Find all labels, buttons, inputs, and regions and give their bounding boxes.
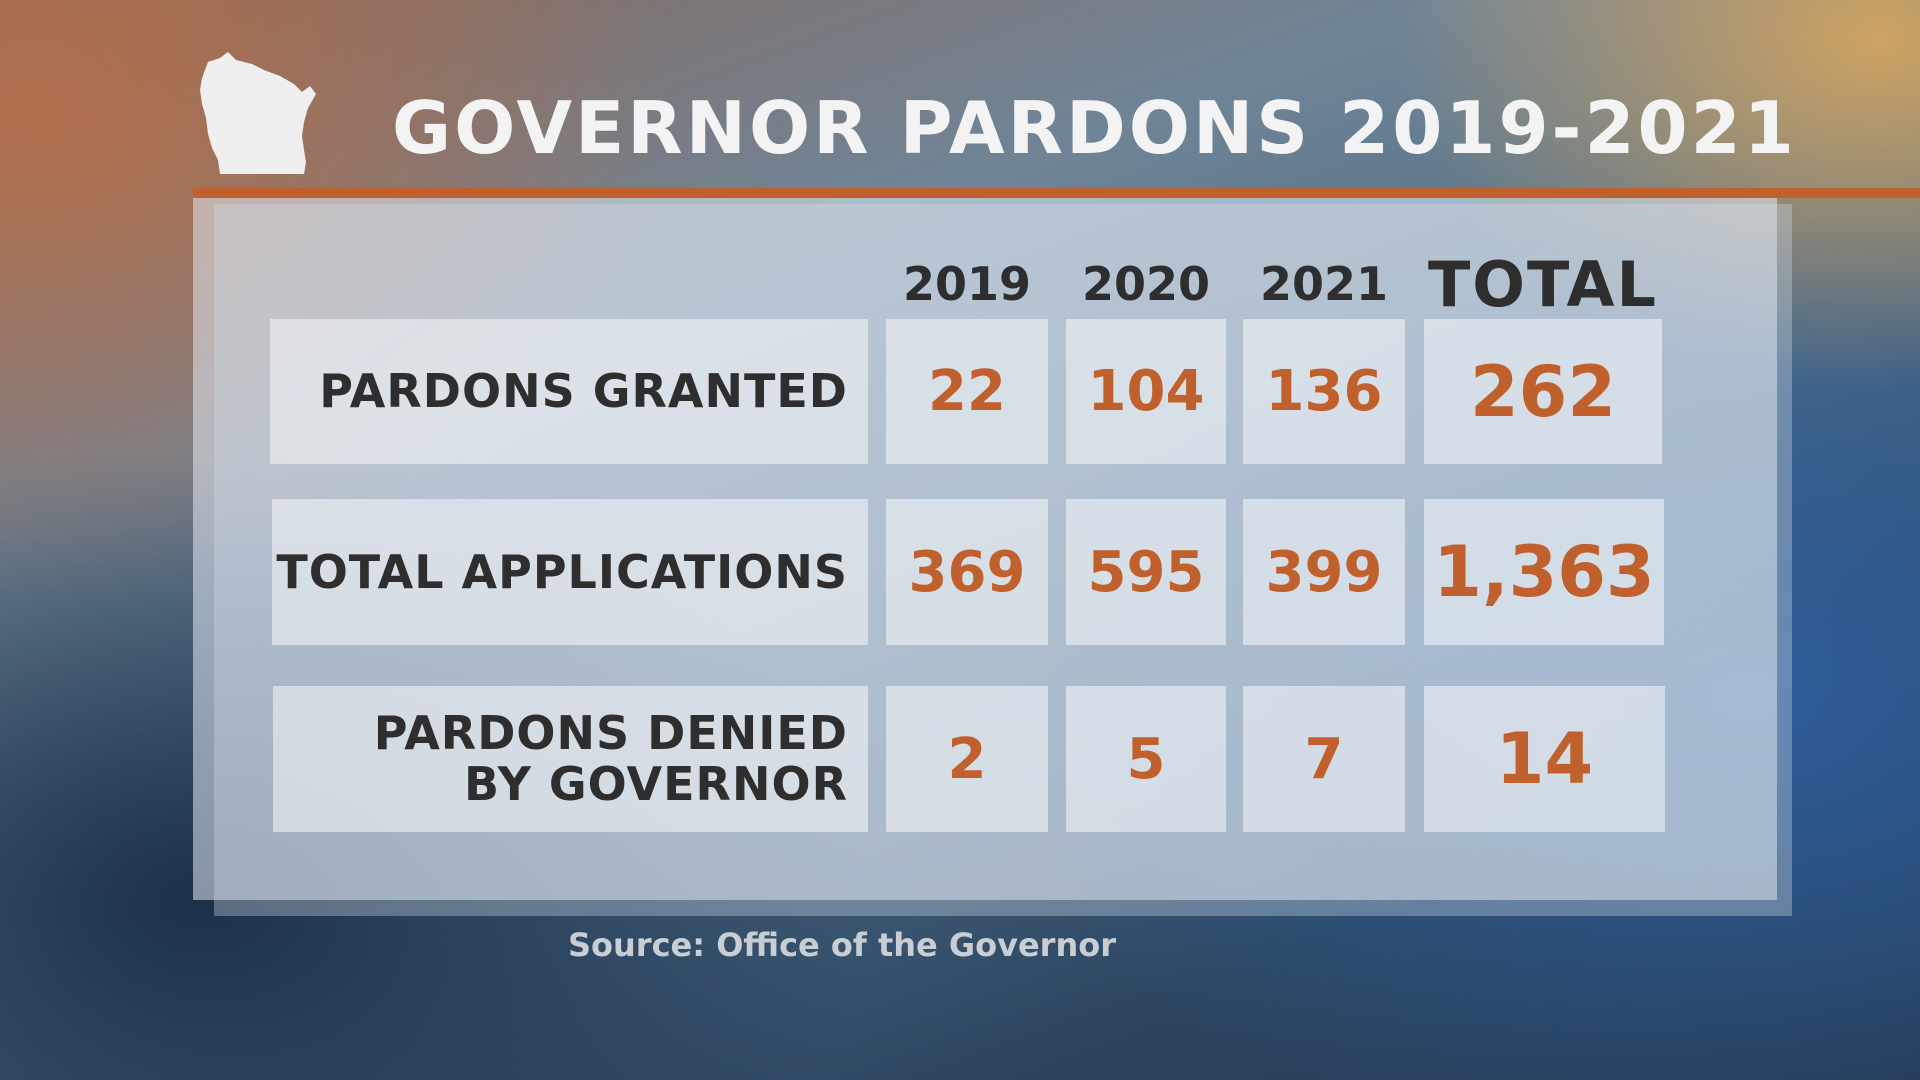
row-label-pardons-denied-line-2: BY GOVERNOR	[464, 757, 848, 811]
cell-denied-total: 14	[1424, 686, 1665, 832]
cell-granted-2020: 104	[1066, 319, 1226, 464]
cell-applications-2020: 595	[1066, 499, 1226, 645]
col-header-2019: 2019	[902, 257, 1032, 311]
cell-applications-2021: 399	[1243, 499, 1405, 645]
col-header-2020: 2020	[1081, 257, 1211, 311]
row-label-pardons-denied: PARDONS DENIED BY GOVERNOR	[273, 686, 868, 832]
source-note: Source: Office of the Governor	[567, 926, 1116, 964]
row-label-total-applications: TOTAL APPLICATIONS	[272, 499, 868, 645]
cell-granted-total: 262	[1424, 319, 1662, 464]
cell-denied-2021: 7	[1243, 686, 1405, 832]
row-label-pardons-granted: PARDONS GRANTED	[270, 319, 868, 464]
title-underline	[193, 188, 1920, 198]
cell-denied-2020: 5	[1066, 686, 1226, 832]
cell-applications-total: 1,363	[1424, 499, 1664, 645]
cell-applications-2019: 369	[886, 499, 1048, 645]
col-header-2021: 2021	[1259, 257, 1389, 311]
cell-denied-2019: 2	[886, 686, 1048, 832]
col-header-total: TOTAL	[1428, 247, 1658, 321]
row-label-pardons-denied-line-1: PARDONS DENIED	[373, 706, 848, 761]
wisconsin-state-icon	[200, 52, 316, 174]
cell-granted-2021: 136	[1243, 319, 1405, 464]
page-title: GOVERNOR PARDONS 2019-2021	[392, 86, 1797, 170]
cell-granted-2019: 22	[886, 319, 1048, 464]
